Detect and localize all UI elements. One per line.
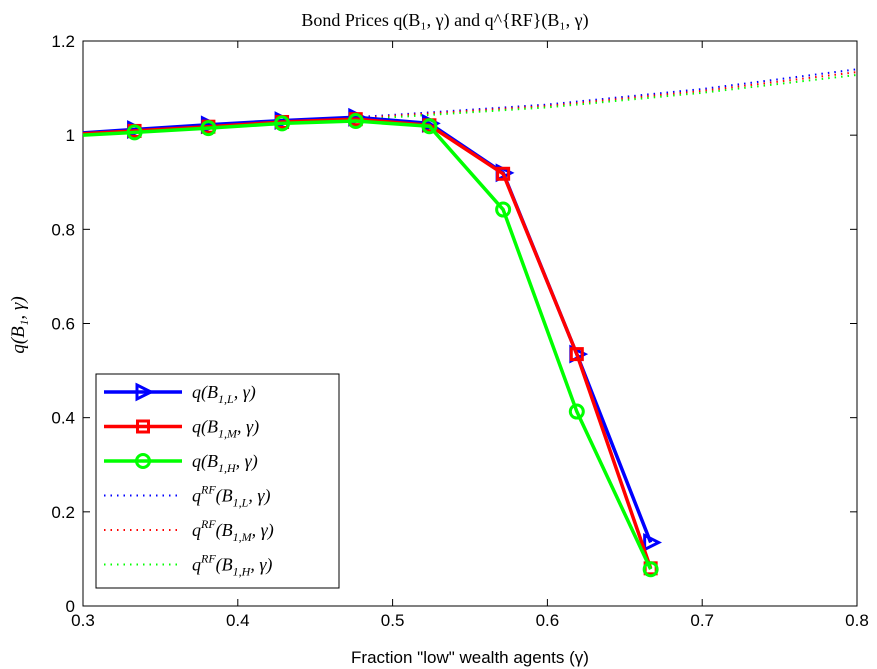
axis-ticks: 0.3 0.4 0.5 0.6 0.7 0.8 0 0.2 0.4 0.6 0.8 1 1.2 (51, 32, 868, 630)
legend-label: qRF(B1,H, γ) (192, 552, 272, 579)
legend: q(B1,L, γ) q(B1,M, γ) q(B1,H, γ) qRF(B1,L, … (95, 373, 340, 589)
data-point-circle (347, 113, 364, 130)
chart-title: Bond Prices q(B₁, γ) and q^{RF}(B₁, γ) (301, 10, 588, 31)
x-tick-label: 0.5 (381, 611, 405, 630)
data-point-circle (642, 561, 659, 578)
legend-label: q(B1,H, γ) (192, 451, 258, 475)
y-axis-label: q(B₁, γ) (8, 296, 29, 353)
y-tick-label: 1.2 (51, 32, 75, 51)
data-point-circle (135, 453, 151, 469)
y-tick-label: 0.4 (51, 409, 75, 428)
y-tick-label: 0 (66, 597, 75, 616)
chart-title-text: Bond Prices q(B₁, γ) and q^{RF}(B₁, γ) (301, 10, 588, 31)
y-tick-label: 0.8 (51, 220, 75, 239)
data-point-triangle (643, 533, 663, 552)
legend-label: q(B1,M, γ) (192, 417, 259, 441)
data-point-circle (495, 201, 512, 218)
legend-entry: q(B1,L, γ) (104, 382, 256, 406)
x-axis-label: Fraction "low" wealth agents (γ) (351, 648, 589, 667)
x-tick-label: 0.3 (71, 611, 95, 630)
legend-label: qRF(B1,M, γ) (192, 517, 274, 544)
data-point-circle (568, 403, 585, 420)
data-point-circle (126, 124, 143, 141)
series-2 (82, 113, 659, 578)
data-point-circle (274, 115, 291, 132)
y-tick-label: 1 (66, 126, 75, 145)
legend-entry: q(B1,H, γ) (104, 451, 258, 475)
data-point-square (569, 347, 584, 362)
legend-label: q(B1,L, γ) (192, 382, 256, 406)
legend-entry: qRF(B1,L, γ) (104, 483, 270, 510)
series-line (82, 119, 653, 571)
data-point-square (136, 419, 150, 434)
series-3 (82, 68, 858, 134)
data-point-circle (421, 118, 438, 135)
data-point-circle (200, 120, 217, 137)
legend-entry: qRF(B1,M, γ) (104, 517, 274, 544)
y-tick-label: 0.2 (51, 503, 75, 522)
x-tick-label: 0.7 (690, 611, 714, 630)
series-dotted-line (82, 68, 858, 134)
legend-entry: q(B1,M, γ) (104, 417, 259, 441)
x-tick-label: 0.8 (845, 611, 869, 630)
legend-entry: qRF(B1,H, γ) (104, 552, 272, 579)
x-tick-label: 0.4 (226, 611, 250, 630)
legend-label: qRF(B1,L, γ) (192, 483, 270, 510)
legend-box (95, 373, 340, 589)
data-point-square (496, 166, 511, 181)
series-layer (82, 68, 858, 578)
data-point-triangle (135, 382, 155, 402)
y-tick-label: 0.6 (51, 315, 75, 334)
x-tick-label: 0.6 (536, 611, 560, 630)
